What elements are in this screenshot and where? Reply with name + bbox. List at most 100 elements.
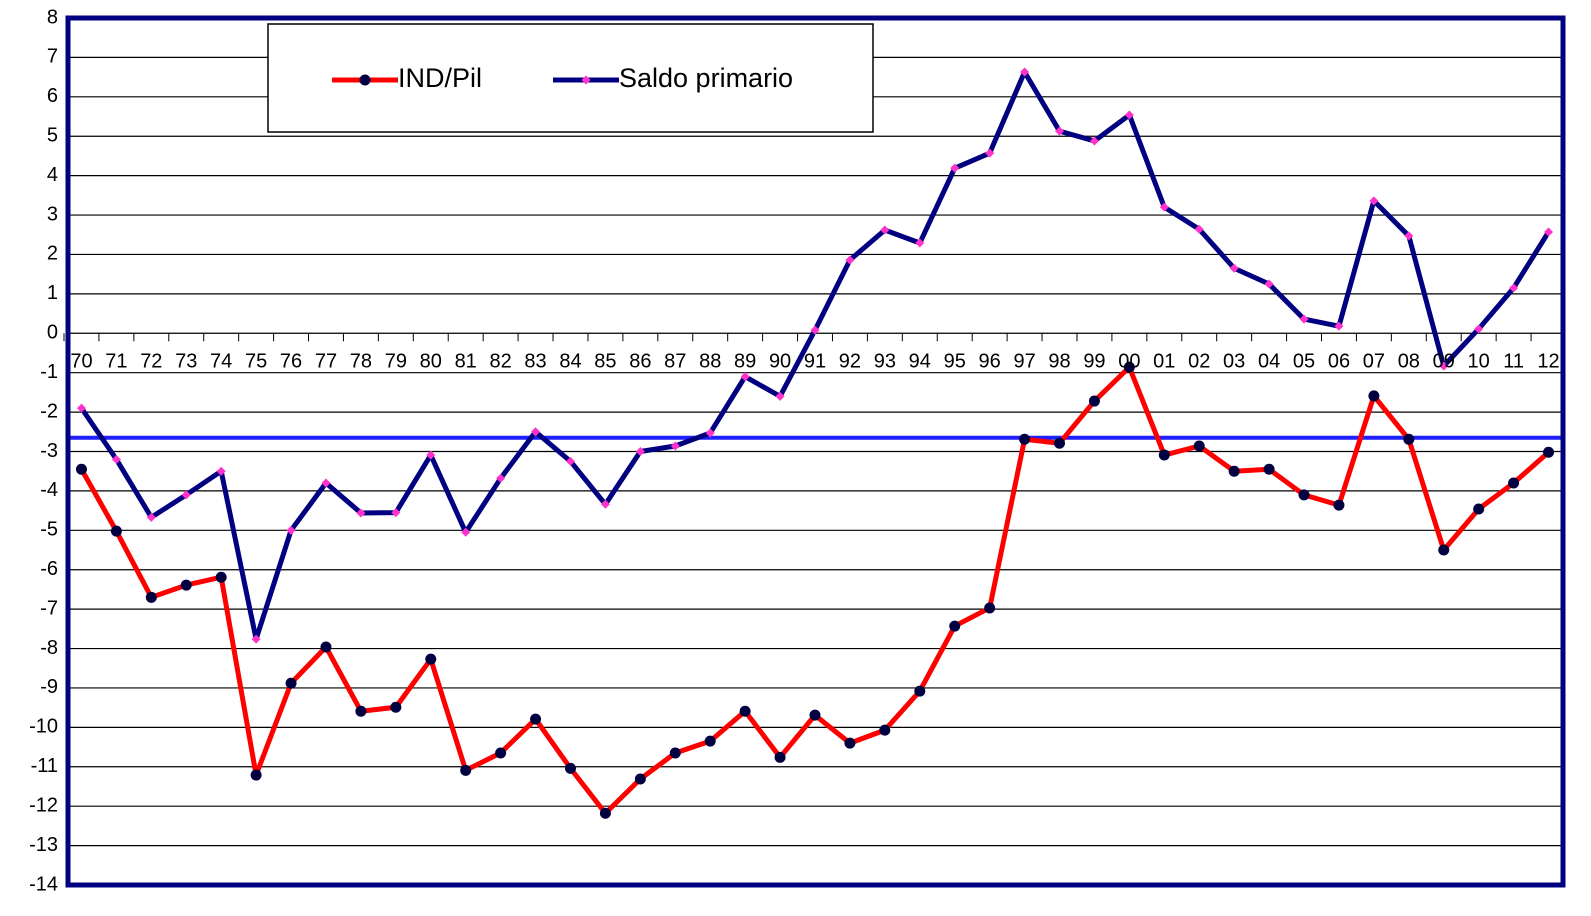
marker <box>1019 433 1031 445</box>
y-tick-label: 0 <box>47 322 58 344</box>
x-tick-label: 02 <box>1188 351 1210 373</box>
y-tick-label: 4 <box>47 164 58 186</box>
marker <box>984 602 996 614</box>
x-tick-label: 80 <box>420 351 442 373</box>
marker <box>461 527 471 537</box>
plot-frame <box>65 15 1566 888</box>
x-tick-label: 90 <box>769 351 791 373</box>
y-tick-label: -1 <box>40 361 58 383</box>
x-tick-label: 85 <box>594 351 616 373</box>
marker <box>359 74 371 86</box>
marker <box>145 591 157 603</box>
marker <box>1055 126 1065 136</box>
marker <box>110 525 122 537</box>
marker <box>950 163 960 173</box>
marker <box>1020 67 1030 77</box>
marker <box>320 641 332 653</box>
marker <box>1193 440 1205 452</box>
x-tick-label: 12 <box>1537 351 1559 373</box>
x-tick-label: 06 <box>1328 351 1350 373</box>
x-tick-label: 72 <box>140 351 162 373</box>
marker <box>1123 361 1135 373</box>
marker <box>635 447 645 456</box>
marker <box>670 441 680 451</box>
y-tick-label: -7 <box>40 597 58 619</box>
marker <box>1543 446 1555 458</box>
marker <box>146 512 156 522</box>
marker <box>1473 503 1485 515</box>
x-tick-label: 11 <box>1503 351 1524 373</box>
x-tick-label: 79 <box>385 351 407 373</box>
y-tick-label: -5 <box>40 519 58 541</box>
marker <box>285 677 297 689</box>
x-tick-label: 09 <box>1433 351 1455 373</box>
y-tick-label: -10 <box>29 716 58 738</box>
marker <box>1263 463 1275 475</box>
marker <box>1264 279 1274 289</box>
x-tick-label: 07 <box>1363 351 1385 373</box>
marker <box>634 773 646 785</box>
marker <box>216 466 226 476</box>
marker <box>1508 477 1520 489</box>
marker <box>355 705 367 717</box>
marker <box>915 238 925 248</box>
x-tick-label: 89 <box>734 351 756 373</box>
marker <box>531 427 541 437</box>
marker <box>356 508 366 518</box>
y-tick-label: -14 <box>29 873 58 895</box>
marker <box>774 751 786 763</box>
x-tick-label: 91 <box>804 351 826 373</box>
marker <box>1229 263 1239 273</box>
marker <box>599 807 611 819</box>
x-tick-label: 70 <box>70 351 92 373</box>
marker <box>425 653 437 665</box>
marker <box>1088 395 1100 407</box>
x-tick-label: 08 <box>1398 351 1420 373</box>
marker <box>775 391 785 401</box>
marker <box>581 75 591 85</box>
marker <box>1159 202 1169 212</box>
x-tick-label: 71 <box>105 351 127 373</box>
marker <box>844 737 856 749</box>
x-tick-label: 83 <box>524 351 546 373</box>
y-tick-label: -6 <box>40 558 58 580</box>
marker <box>949 620 961 632</box>
y-tick-label: -4 <box>40 479 58 501</box>
marker <box>1333 499 1345 511</box>
x-tick-label: 95 <box>944 351 966 373</box>
x-tick-label: 88 <box>699 351 721 373</box>
marker <box>1369 196 1379 206</box>
x-tick-label: 98 <box>1048 351 1070 373</box>
y-tick-label: 8 <box>47 6 58 28</box>
marker <box>1368 390 1380 402</box>
x-tick-label: 75 <box>245 351 267 373</box>
marker <box>1438 544 1450 556</box>
marker <box>460 764 472 776</box>
x-tick-label: 82 <box>490 351 512 373</box>
marker <box>564 762 576 774</box>
marker <box>250 769 262 781</box>
marker <box>391 508 401 518</box>
marker <box>76 403 86 413</box>
marker <box>215 571 227 583</box>
marks <box>68 67 1563 819</box>
marker <box>740 372 750 382</box>
marker <box>879 724 891 736</box>
y-tick-label: 7 <box>47 46 58 68</box>
y-tick-label: -9 <box>40 676 58 698</box>
marker <box>1299 314 1309 324</box>
marker <box>1334 321 1344 331</box>
legend-entries: IND/Pil Saldo primario <box>332 63 793 93</box>
x-tick-label: 10 <box>1468 351 1490 373</box>
marker <box>880 225 890 235</box>
marker <box>739 705 751 717</box>
y-tick-label: -11 <box>31 755 58 777</box>
marker <box>565 456 575 466</box>
marker <box>530 713 542 725</box>
marker <box>985 148 995 158</box>
marker <box>1439 361 1449 371</box>
marker <box>914 685 926 697</box>
marker <box>1474 324 1484 334</box>
marker <box>1158 449 1170 461</box>
